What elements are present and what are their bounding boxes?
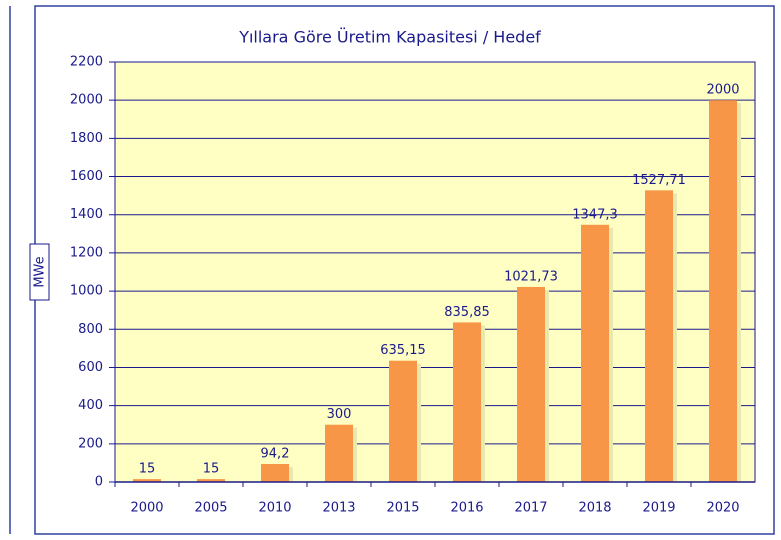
value-label: 94,2 [261,447,290,462]
value-label: 1021,73 [504,269,558,284]
y-tick-label: 400 [78,398,103,413]
y-tick-label: 600 [78,360,103,375]
bar [133,479,161,482]
y-tick-label: 1800 [70,131,103,146]
y-tick-label: 1200 [70,245,103,260]
bar [453,322,481,482]
y-axis-label: MWe [33,256,48,287]
y-label-box [29,243,50,301]
value-label: 1527,71 [632,173,686,188]
value-label: 15 [203,462,220,477]
x-tick-label: 2017 [514,501,547,516]
bar [261,464,289,482]
y-tick-label: 1000 [70,284,103,299]
x-tick-label: 2000 [130,501,163,516]
bar [709,100,737,482]
x-tick-label: 2005 [194,501,227,516]
value-label: 1347,3 [572,207,618,222]
bar [645,190,673,483]
y-tick-label: 0 [95,475,103,490]
y-tick-label: 800 [78,322,103,337]
y-tick-label: 2000 [70,93,103,108]
bar [325,424,353,482]
value-label: 835,85 [444,305,490,320]
y-tick-label: 1600 [70,169,103,184]
x-tick-label: 2020 [706,501,739,516]
chart-title: Yıllara Göre Üretim Kapasitesi / Hedef [238,28,541,47]
bar [581,224,609,482]
x-tick-label: 2013 [322,501,355,516]
bar [517,286,545,482]
bar [197,479,225,482]
value-label: 15 [139,462,156,477]
y-tick-label: 1400 [70,207,103,222]
x-tick-label: 2019 [642,501,675,516]
y-tick-label: 2200 [70,55,103,70]
value-label: 635,15 [380,343,426,358]
x-tick-label: 2016 [450,501,483,516]
value-label: 2000 [706,83,739,98]
value-label: 300 [327,407,352,422]
y-tick-label: 200 [78,436,103,451]
x-tick-label: 2018 [578,501,611,516]
bar [389,360,417,482]
x-tick-label: 2010 [258,501,291,516]
x-tick-label: 2015 [386,501,419,516]
